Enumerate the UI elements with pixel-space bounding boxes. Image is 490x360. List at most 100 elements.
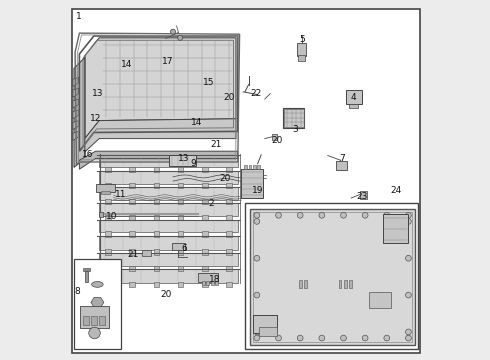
Polygon shape <box>73 110 79 119</box>
Bar <box>178 183 183 188</box>
Bar <box>304 280 307 288</box>
Circle shape <box>171 29 175 34</box>
Bar <box>253 165 256 169</box>
Bar <box>383 214 409 243</box>
Bar <box>202 199 208 204</box>
Circle shape <box>178 35 183 40</box>
Circle shape <box>406 292 411 298</box>
Text: 5: 5 <box>300 35 305 44</box>
Bar <box>99 269 238 283</box>
Circle shape <box>341 335 346 341</box>
Text: 20: 20 <box>223 93 235 102</box>
Bar <box>369 292 391 308</box>
Bar <box>253 212 412 342</box>
Bar <box>99 187 238 200</box>
Bar <box>153 266 159 271</box>
Bar <box>250 209 415 345</box>
Polygon shape <box>73 131 79 140</box>
Circle shape <box>406 219 411 224</box>
Bar <box>226 249 232 255</box>
Circle shape <box>89 327 100 339</box>
Ellipse shape <box>92 282 103 287</box>
Bar <box>91 316 97 325</box>
Bar <box>226 215 232 220</box>
Bar <box>172 243 185 250</box>
Bar <box>349 280 352 288</box>
Bar <box>153 199 159 204</box>
Polygon shape <box>85 38 236 139</box>
Bar <box>178 266 183 271</box>
Circle shape <box>254 219 260 224</box>
Bar <box>105 215 111 220</box>
Polygon shape <box>76 119 236 160</box>
Bar <box>105 249 111 255</box>
Circle shape <box>254 212 260 218</box>
Bar <box>129 167 135 172</box>
Bar <box>105 266 111 271</box>
Bar <box>226 266 232 271</box>
Bar <box>202 215 208 220</box>
Bar <box>339 280 342 288</box>
Circle shape <box>276 212 281 218</box>
Circle shape <box>406 255 411 261</box>
Text: 16: 16 <box>82 150 94 159</box>
Text: 12: 12 <box>90 114 101 123</box>
Bar <box>178 249 183 255</box>
Circle shape <box>406 329 411 335</box>
Circle shape <box>297 212 303 218</box>
Polygon shape <box>79 151 238 169</box>
Text: 7: 7 <box>339 154 345 163</box>
Bar <box>346 90 362 104</box>
Circle shape <box>254 255 260 261</box>
Bar <box>99 253 238 266</box>
Bar <box>143 250 151 256</box>
Circle shape <box>319 335 325 341</box>
Circle shape <box>254 292 260 298</box>
Circle shape <box>406 212 411 218</box>
Bar <box>129 183 135 188</box>
Bar <box>178 199 183 204</box>
Bar <box>129 199 135 204</box>
Bar <box>83 268 90 271</box>
Circle shape <box>319 212 325 218</box>
Text: 13: 13 <box>178 154 190 163</box>
Bar <box>153 215 159 220</box>
Bar <box>170 155 196 166</box>
Text: 24: 24 <box>391 186 402 195</box>
Bar <box>226 231 232 237</box>
Circle shape <box>341 212 346 218</box>
Text: 23: 23 <box>356 192 368 201</box>
Circle shape <box>276 335 281 341</box>
Bar <box>299 280 302 288</box>
Circle shape <box>362 212 368 218</box>
Text: 20: 20 <box>272 136 283 145</box>
Bar <box>272 134 277 140</box>
Text: 13: 13 <box>92 89 103 98</box>
Bar <box>129 215 135 220</box>
Bar <box>105 167 111 172</box>
Bar <box>202 281 205 285</box>
Bar <box>202 231 208 237</box>
Bar <box>178 167 183 172</box>
Polygon shape <box>73 77 79 86</box>
Text: 1: 1 <box>76 12 81 21</box>
Polygon shape <box>73 121 79 130</box>
Bar <box>245 165 247 169</box>
Bar <box>178 215 183 220</box>
Text: 8: 8 <box>75 287 80 296</box>
Bar <box>99 212 103 217</box>
Bar <box>129 282 135 287</box>
Bar <box>85 271 88 282</box>
Bar <box>216 281 219 285</box>
Bar <box>349 104 358 108</box>
Bar <box>129 231 135 237</box>
Bar <box>242 169 263 198</box>
Bar <box>80 306 109 328</box>
Bar <box>99 203 238 216</box>
Bar <box>202 266 208 271</box>
Text: 20: 20 <box>160 289 172 299</box>
Polygon shape <box>76 56 85 160</box>
Bar <box>153 249 159 255</box>
Text: 15: 15 <box>203 78 215 87</box>
Bar <box>198 273 218 282</box>
